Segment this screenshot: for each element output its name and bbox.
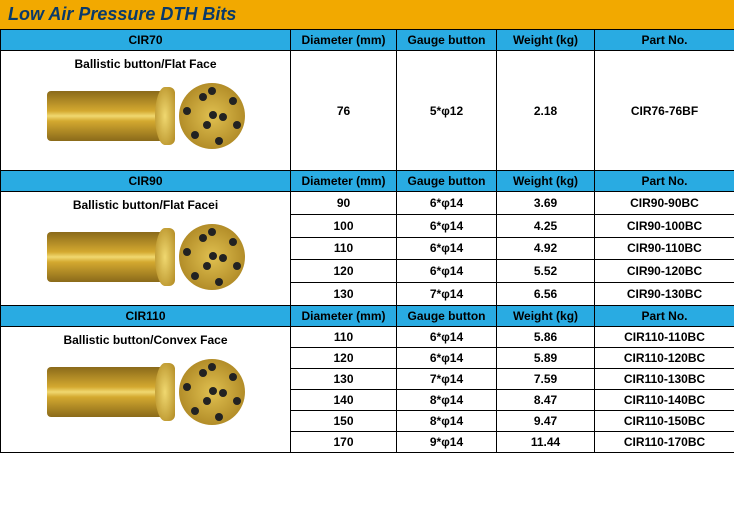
cell-gauge: 6*φ14 bbox=[397, 348, 497, 369]
section-name: CIR70 bbox=[1, 30, 291, 51]
section-desc-cell: Ballistic button/Flat Face bbox=[1, 51, 291, 171]
cell-part: CIR90-110BC bbox=[595, 237, 734, 260]
cell-gauge: 5*φ12 bbox=[397, 51, 497, 171]
cell-gauge: 6*φ14 bbox=[397, 214, 497, 237]
cell-diameter: 130 bbox=[291, 283, 397, 306]
cell-weight: 5.86 bbox=[497, 327, 595, 348]
column-header: Weight (kg) bbox=[497, 171, 595, 192]
cell-weight: 4.25 bbox=[497, 214, 595, 237]
cell-part: CIR90-100BC bbox=[595, 214, 734, 237]
column-header: Part No. bbox=[595, 306, 734, 327]
column-header: Gauge button bbox=[397, 171, 497, 192]
cell-diameter: 130 bbox=[291, 369, 397, 390]
cell-weight: 5.89 bbox=[497, 348, 595, 369]
bit-image bbox=[5, 212, 286, 302]
cell-diameter: 140 bbox=[291, 390, 397, 411]
cell-diameter: 100 bbox=[291, 214, 397, 237]
cell-part: CIR76-76BF bbox=[595, 51, 734, 171]
cell-gauge: 6*φ14 bbox=[397, 260, 497, 283]
column-header: Weight (kg) bbox=[497, 30, 595, 51]
cell-gauge: 6*φ14 bbox=[397, 192, 497, 215]
cell-part: CIR90-130BC bbox=[595, 283, 734, 306]
title-bar: Low Air Pressure DTH Bits bbox=[0, 0, 734, 29]
cell-part: CIR110-130BC bbox=[595, 369, 734, 390]
cell-weight: 3.69 bbox=[497, 192, 595, 215]
cell-gauge: 6*φ14 bbox=[397, 327, 497, 348]
cell-part: CIR90-120BC bbox=[595, 260, 734, 283]
cell-diameter: 90 bbox=[291, 192, 397, 215]
section-name: CIR90 bbox=[1, 171, 291, 192]
bit-image bbox=[5, 347, 286, 437]
cell-diameter: 120 bbox=[291, 260, 397, 283]
column-header: Part No. bbox=[595, 30, 734, 51]
cell-part: CIR110-140BC bbox=[595, 390, 734, 411]
cell-weight: 2.18 bbox=[497, 51, 595, 171]
cell-weight: 6.56 bbox=[497, 283, 595, 306]
section-desc: Ballistic button/Convex Face bbox=[5, 333, 286, 347]
cell-part: CIR110-150BC bbox=[595, 411, 734, 432]
section-desc-cell: Ballistic button/Flat Facei bbox=[1, 192, 291, 306]
column-header: Part No. bbox=[595, 171, 734, 192]
cell-gauge: 7*φ14 bbox=[397, 369, 497, 390]
spec-table: CIR70Diameter (mm)Gauge buttonWeight (kg… bbox=[0, 29, 734, 453]
cell-gauge: 8*φ14 bbox=[397, 411, 497, 432]
page-title: Low Air Pressure DTH Bits bbox=[8, 4, 236, 25]
section-desc: Ballistic button/Flat Facei bbox=[5, 198, 286, 212]
cell-diameter: 120 bbox=[291, 348, 397, 369]
section-desc-cell: Ballistic button/Convex Face bbox=[1, 327, 291, 453]
cell-weight: 9.47 bbox=[497, 411, 595, 432]
cell-gauge: 9*φ14 bbox=[397, 432, 497, 453]
cell-diameter: 170 bbox=[291, 432, 397, 453]
column-header: Diameter (mm) bbox=[291, 30, 397, 51]
cell-weight: 8.47 bbox=[497, 390, 595, 411]
cell-part: CIR110-120BC bbox=[595, 348, 734, 369]
cell-part: CIR110-170BC bbox=[595, 432, 734, 453]
cell-weight: 4.92 bbox=[497, 237, 595, 260]
cell-diameter: 110 bbox=[291, 237, 397, 260]
column-header: Diameter (mm) bbox=[291, 306, 397, 327]
cell-part: CIR90-90BC bbox=[595, 192, 734, 215]
cell-diameter: 150 bbox=[291, 411, 397, 432]
cell-diameter: 110 bbox=[291, 327, 397, 348]
section-name: CIR110 bbox=[1, 306, 291, 327]
section-desc: Ballistic button/Flat Face bbox=[5, 57, 286, 71]
cell-weight: 5.52 bbox=[497, 260, 595, 283]
cell-gauge: 7*φ14 bbox=[397, 283, 497, 306]
column-header: Diameter (mm) bbox=[291, 171, 397, 192]
cell-gauge: 6*φ14 bbox=[397, 237, 497, 260]
cell-diameter: 76 bbox=[291, 51, 397, 171]
column-header: Weight (kg) bbox=[497, 306, 595, 327]
column-header: Gauge button bbox=[397, 30, 497, 51]
cell-part: CIR110-110BC bbox=[595, 327, 734, 348]
column-header: Gauge button bbox=[397, 306, 497, 327]
cell-weight: 7.59 bbox=[497, 369, 595, 390]
cell-weight: 11.44 bbox=[497, 432, 595, 453]
bit-image bbox=[5, 71, 286, 161]
cell-gauge: 8*φ14 bbox=[397, 390, 497, 411]
